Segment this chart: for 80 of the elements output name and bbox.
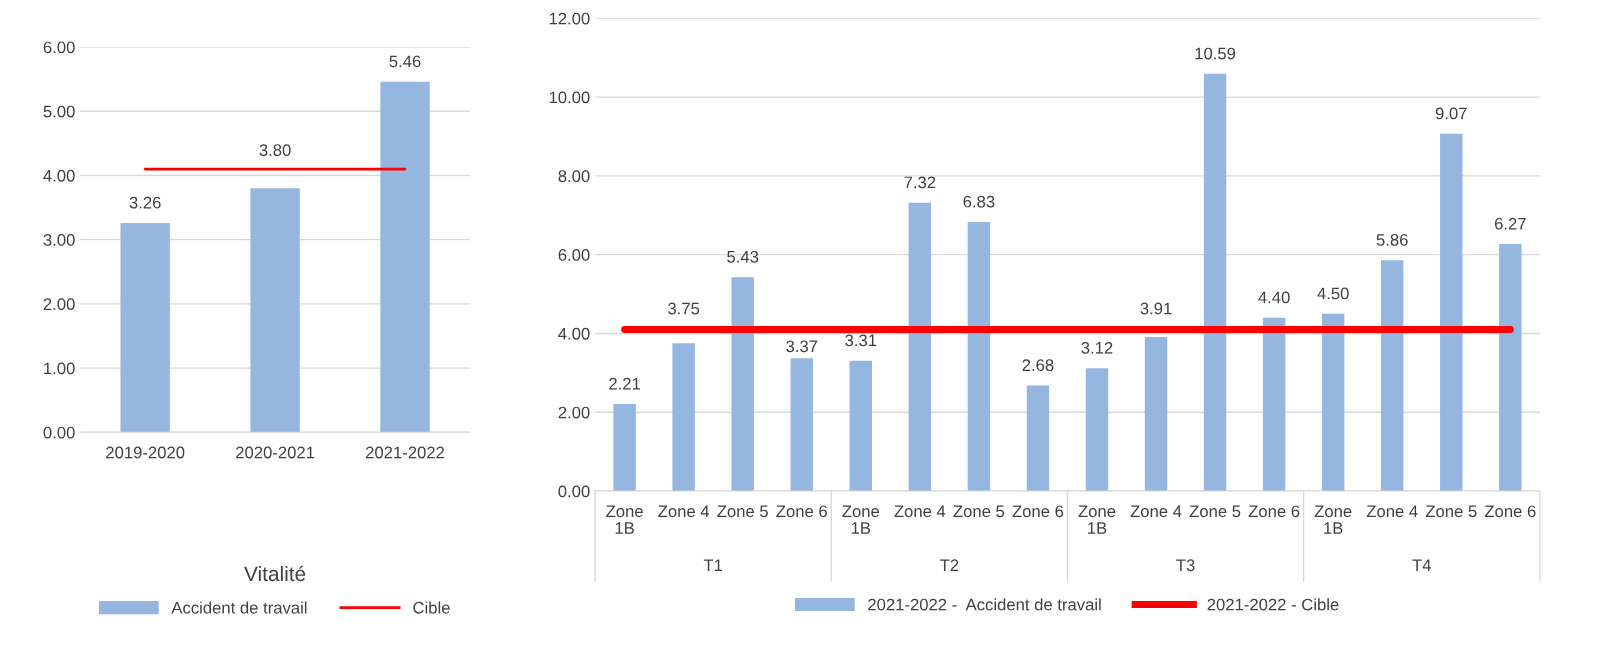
y-tick-label: 8.00 xyxy=(558,170,590,183)
data-label: 3.31 xyxy=(845,334,877,347)
bar xyxy=(672,343,695,492)
bar xyxy=(1144,337,1168,492)
text: T4 xyxy=(1412,559,1431,572)
bar xyxy=(1499,244,1522,492)
bar xyxy=(1321,313,1345,492)
y-tick-label: 0.00 xyxy=(558,485,590,498)
x-tick-label: Zone 6 xyxy=(776,505,827,518)
x-tick-label: Zone 4 xyxy=(1130,505,1182,518)
y-tick-label: 12.00 xyxy=(549,12,590,25)
data-label: 6.83 xyxy=(963,195,995,208)
data-label: 3.75 xyxy=(668,302,700,315)
x-tick-label: Zone 4 xyxy=(1366,505,1418,518)
y-tick-label: 4.00 xyxy=(558,327,590,340)
bar xyxy=(120,222,170,433)
x-tick-label: 2020-2021 xyxy=(236,446,315,459)
data-label: 3.80 xyxy=(259,144,291,156)
data-label: 3.26 xyxy=(129,196,161,209)
bar xyxy=(849,360,873,492)
y-tick-label: 2.00 xyxy=(43,298,75,311)
bar xyxy=(1440,133,1463,492)
y-tick-label: 1.00 xyxy=(44,362,75,375)
data-label: 5.86 xyxy=(1376,233,1408,246)
bar xyxy=(613,403,636,492)
x-tick-label: Zone 5 xyxy=(717,505,768,518)
x-tick-label: Zone 5 xyxy=(953,505,1005,518)
y-tick-label: 10.00 xyxy=(549,91,590,104)
bar xyxy=(731,277,754,492)
y-tick-label: 0.00 xyxy=(43,426,75,439)
legend-label: 2021-2022 - Cible xyxy=(1207,598,1339,611)
x-tick-label: Zone 4 xyxy=(658,505,710,518)
y-tick-label: 5.00 xyxy=(43,105,75,118)
text: T1 xyxy=(703,559,723,572)
x-tick-label: Zone 1B xyxy=(1078,505,1116,534)
data-label: 2.21 xyxy=(609,377,641,390)
x-tick-label: 2019-2020 xyxy=(106,446,185,459)
data-label: 3.37 xyxy=(786,340,818,353)
y-tick-label: 4.00 xyxy=(43,169,75,182)
data-label: 2.68 xyxy=(1022,359,1054,372)
legend-label: 2021-2022 - Accident de travail xyxy=(868,598,1101,611)
bar xyxy=(250,188,300,433)
bar xyxy=(380,81,430,433)
x-axis-title: Vitalité xyxy=(244,565,306,582)
bar xyxy=(1381,260,1404,492)
data-label: 5.43 xyxy=(727,250,759,263)
legend-label: Cible xyxy=(413,601,450,614)
data-label: 7.32 xyxy=(904,176,936,189)
bar xyxy=(1085,368,1109,492)
data-label: 10.59 xyxy=(1195,47,1236,60)
data-label: 3.91 xyxy=(1140,302,1172,315)
data-label: 4.40 xyxy=(1258,291,1290,304)
y-tick-label: 6.00 xyxy=(43,41,75,54)
x-tick-label: Zone 4 xyxy=(894,505,946,518)
x-tick-label: Zone 5 xyxy=(1425,505,1477,518)
bar xyxy=(908,202,932,492)
x-tick-label: Zone 6 xyxy=(1012,505,1064,518)
data-label: 4.50 xyxy=(1317,287,1349,300)
data-label: 9.07 xyxy=(1435,107,1467,120)
text: T3 xyxy=(1176,559,1195,572)
bar xyxy=(790,358,813,492)
data-label: 6.27 xyxy=(1494,217,1526,230)
y-tick-label: 6.00 xyxy=(558,249,590,261)
x-tick-label: Zone 5 xyxy=(1189,505,1241,518)
y-tick-label: 3.00 xyxy=(43,234,75,246)
data-label: 5.46 xyxy=(389,55,421,68)
x-tick-label: Zone 1B xyxy=(842,505,880,534)
x-tick-label: Zone 6 xyxy=(1248,505,1300,518)
bar xyxy=(1026,385,1050,492)
legend-label: Accident de travail xyxy=(171,601,307,614)
bar xyxy=(1203,73,1227,492)
x-tick-label: 2021-2022 xyxy=(366,446,445,459)
data-label: 3.12 xyxy=(1081,341,1113,354)
x-tick-label: Zone 1B xyxy=(1314,505,1352,534)
text: T2 xyxy=(940,559,959,572)
x-tick-label: Zone 1B xyxy=(606,505,643,534)
x-tick-label: Zone 6 xyxy=(1484,505,1536,518)
bar xyxy=(967,221,991,492)
y-tick-label: 2.00 xyxy=(558,406,590,419)
bar xyxy=(1262,317,1286,492)
